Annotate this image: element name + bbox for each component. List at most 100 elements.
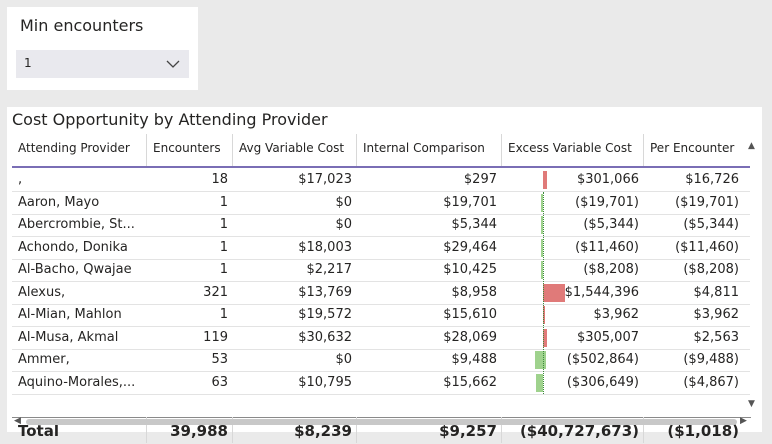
column-header-internal-comparison[interactable]: Internal Comparison	[356, 134, 501, 166]
negative-data-bar	[541, 193, 543, 212]
cell-per-encounter: $3,962	[693, 307, 740, 322]
cell-per-encounter: $4,811	[693, 284, 740, 300]
vertical-scroll-thumb[interactable]	[750, 154, 755, 400]
cell-encounters: 1	[219, 239, 228, 255]
cell-internal-comparison: $9,488	[451, 352, 498, 367]
cell-encounters: 119	[203, 329, 228, 345]
cell-excess-variable-cost: $301,066	[576, 172, 639, 187]
column-header-attending-provider[interactable]: Attending Provider	[18, 141, 130, 155]
totals-divider	[146, 417, 147, 443]
cell-avg-variable-cost: $0	[335, 352, 352, 367]
cell-provider-name: Al-Mian, Mahlon	[18, 307, 122, 322]
cell-avg-variable-cost: $17,023	[298, 172, 352, 187]
negative-data-bar	[535, 351, 547, 369]
table-row[interactable]: Aaron, Mayo 1 $0 $19,701 ($19,701) ($19,701)	[12, 192, 751, 215]
visual-title: Cost Opportunity by Attending Provider	[12, 110, 328, 129]
totals-avg-variable-cost: $8,239	[294, 422, 352, 440]
negative-data-bar	[536, 373, 543, 392]
cell-provider-name: Alexus,	[18, 284, 66, 300]
table-row[interactable]: Ammer, 53 $0 $9,488 ($502,864) ($9,488)	[12, 349, 751, 372]
table-row[interactable]: Al-Mian, Mahlon 1 $19,572 $15,610 $3,962 $3,9…	[12, 304, 751, 327]
cell-provider-name: ,	[18, 172, 23, 187]
cost-opportunity-table-visual: Cost Opportunity by Attending Provider A…	[7, 107, 762, 443]
positive-data-bar	[543, 171, 548, 189]
cell-excess-variable-cost: $305,007	[576, 329, 639, 345]
cell-internal-comparison: $29,464	[443, 239, 497, 255]
cell-provider-name: Aquino-Morales,...	[18, 374, 136, 390]
cell-per-encounter: ($9,488)	[683, 352, 739, 367]
cell-provider-name: Ammer,	[18, 352, 70, 367]
cell-excess-variable-cost: ($306,649)	[566, 374, 639, 390]
cell-per-encounter: ($8,208)	[683, 262, 739, 277]
vertical-scrollbar[interactable]: ▲ ▼	[748, 142, 757, 409]
totals-row: Total 39,988 $8,239 $9,257 ($40,727,673)…	[12, 417, 751, 444]
cell-avg-variable-cost: $10,795	[298, 374, 352, 390]
table-row[interactable]: Abercrombie, St... 1 $0 $5,344 ($5,344) ($5,3…	[12, 214, 751, 237]
totals-divider	[232, 417, 233, 443]
cell-avg-variable-cost: $2,217	[306, 262, 353, 277]
horizontal-scroll-thumb[interactable]	[26, 419, 737, 425]
cell-provider-name: Abercrombie, St...	[18, 217, 135, 232]
positive-data-bar	[543, 328, 548, 347]
slicer-title: Min encounters	[20, 16, 144, 35]
table-row[interactable]: , 18 $17,023 $297 $301,066 $16,726	[12, 169, 751, 192]
table-row[interactable]: Alexus, 321 $13,769 $8,958 $1,544,396 $4,811	[12, 282, 751, 305]
min-encounters-slicer: Min encounters 1	[7, 7, 198, 90]
cell-internal-comparison: $5,344	[451, 217, 498, 232]
cell-avg-variable-cost: $18,003	[298, 239, 352, 255]
cell-internal-comparison: $19,701	[443, 194, 497, 210]
scroll-right-icon[interactable]: ▶	[740, 416, 747, 426]
table-row[interactable]: Al-Musa, Akmal 119 $30,632 $28,069 $305,007 $…	[12, 327, 751, 350]
cell-excess-variable-cost: $3,962	[593, 307, 640, 322]
positive-data-bar	[543, 306, 545, 324]
cell-avg-variable-cost: $0	[335, 194, 352, 210]
cell-excess-variable-cost: ($11,460)	[575, 239, 639, 255]
table-header: Attending Provider Encounters Avg Variab…	[12, 134, 751, 168]
scroll-up-icon[interactable]: ▲	[748, 141, 755, 151]
cell-internal-comparison: $15,610	[443, 307, 497, 322]
min-encounters-dropdown[interactable]: 1	[16, 50, 189, 78]
totals-divider	[643, 417, 644, 443]
cell-per-encounter: $2,563	[693, 329, 740, 345]
totals-per-encounter: ($1,018)	[667, 422, 739, 440]
horizontal-scrollbar[interactable]: ◀ ▶	[12, 417, 751, 427]
column-header-per-encounter[interactable]: Per Encounter	[643, 134, 751, 166]
cell-excess-variable-cost: ($502,864)	[566, 352, 639, 367]
negative-data-bar	[541, 216, 543, 234]
scroll-left-icon[interactable]: ◀	[14, 416, 21, 426]
cell-internal-comparison: $297	[463, 172, 497, 187]
scroll-down-icon[interactable]: ▼	[748, 399, 755, 409]
totals-divider	[356, 417, 357, 443]
table-row[interactable]: Aquino-Morales,... 63 $10,795 $15,662 ($306,…	[12, 372, 751, 395]
table-row[interactable]: Achondo, Donika 1 $18,003 $29,464 ($11,460) (…	[12, 237, 751, 260]
cell-encounters: 63	[211, 374, 228, 390]
cell-internal-comparison: $10,425	[443, 262, 497, 277]
table-row[interactable]: Al-Bacho, Qwajae 1 $2,217 $10,425 ($8,208) ($…	[12, 259, 751, 282]
totals-divider	[501, 417, 502, 443]
cell-encounters: 1	[219, 307, 228, 322]
cell-internal-comparison: $8,958	[451, 284, 498, 300]
positive-data-bar	[543, 283, 565, 302]
cell-avg-variable-cost: $30,632	[298, 329, 352, 345]
cell-excess-variable-cost: ($19,701)	[575, 194, 639, 210]
negative-data-bar	[541, 238, 543, 257]
cell-avg-variable-cost: $13,769	[298, 284, 352, 300]
cell-per-encounter: ($5,344)	[683, 217, 739, 232]
cell-encounters: 1	[219, 262, 228, 277]
cell-encounters: 321	[203, 284, 228, 300]
cell-avg-variable-cost: $0	[335, 217, 352, 232]
column-header-avg-variable-cost[interactable]: Avg Variable Cost	[232, 134, 356, 166]
cell-provider-name: Aaron, Mayo	[18, 194, 100, 210]
cell-excess-variable-cost: ($8,208)	[583, 262, 639, 277]
chevron-down-icon	[166, 60, 180, 68]
cell-encounters: 18	[211, 172, 228, 187]
negative-data-bar	[541, 261, 543, 279]
totals-internal-comparison: $9,257	[439, 422, 497, 440]
column-header-encounters[interactable]: Encounters	[146, 134, 232, 166]
cell-per-encounter: ($19,701)	[675, 194, 739, 210]
column-header-excess-variable-cost[interactable]: Excess Variable Cost	[501, 134, 643, 166]
cell-internal-comparison: $28,069	[443, 329, 497, 345]
totals-excess-variable-cost: ($40,727,673)	[519, 422, 639, 440]
data-bar-axis	[543, 191, 544, 394]
cell-excess-variable-cost: $1,544,396	[564, 284, 639, 300]
